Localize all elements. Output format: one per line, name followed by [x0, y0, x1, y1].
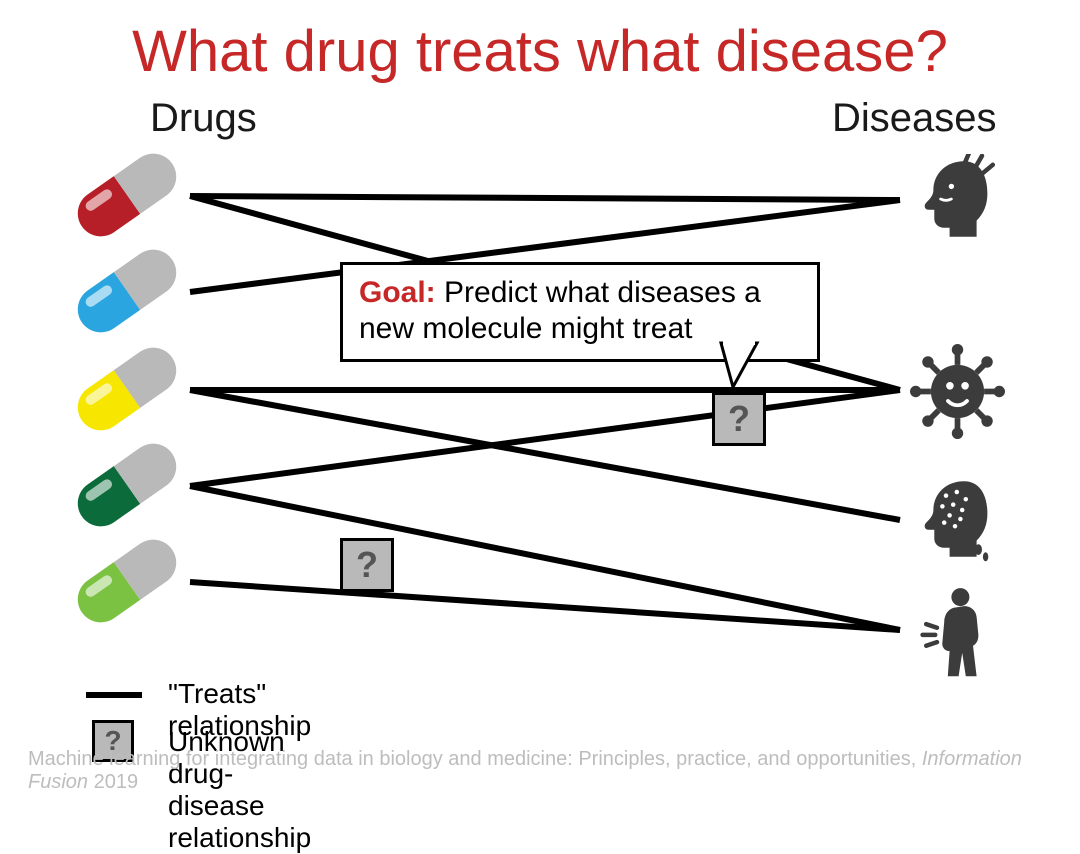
headache-icon	[910, 154, 1000, 249]
back-pain-icon	[910, 584, 1000, 689]
goal-callout: Goal: Predict what diseases a new molecu…	[340, 262, 820, 362]
citation-prefix: Machine learning for integrating data in…	[28, 748, 922, 770]
citation-year: 2019	[88, 771, 138, 793]
goal-label: Goal:	[359, 276, 436, 309]
unknown-box-1: ?	[340, 538, 394, 592]
virus-icon	[910, 344, 1005, 444]
callout-tail	[721, 343, 781, 403]
edge-0-0	[190, 196, 900, 200]
citation: Machine learning for integrating data in…	[28, 748, 1080, 794]
acne-icon	[910, 474, 1000, 569]
edge-3-1	[190, 390, 900, 486]
legend-treats-line	[86, 692, 142, 698]
edge-2-2	[190, 390, 900, 520]
